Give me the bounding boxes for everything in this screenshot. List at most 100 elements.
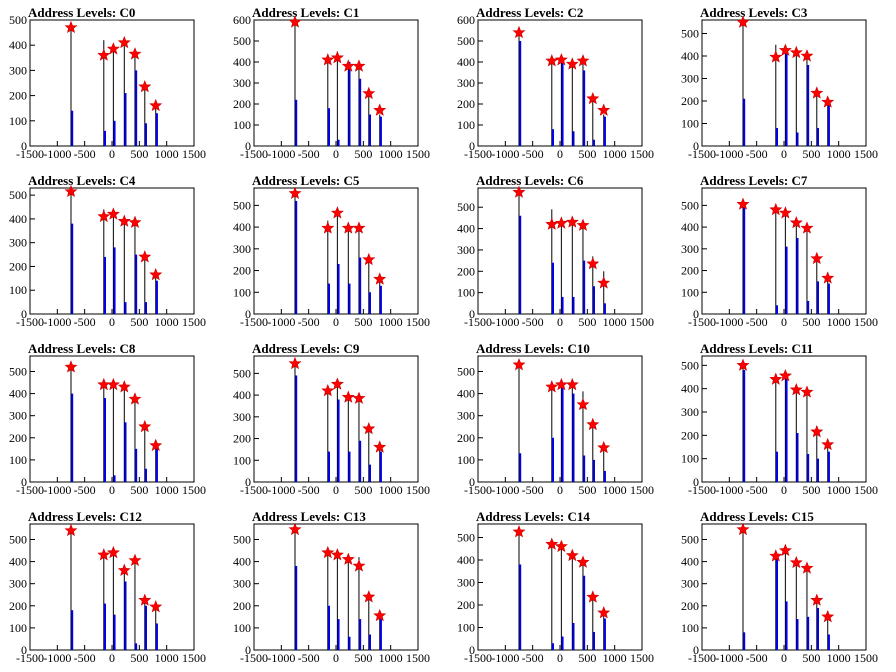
peak-star-marker — [586, 91, 600, 105]
peak-star-marker — [106, 377, 120, 391]
x-tick-label: 1500 — [630, 651, 654, 665]
x-tick-label: 1500 — [854, 483, 878, 497]
x-tick-label: -1000 — [43, 483, 71, 497]
plot-frame — [477, 523, 643, 651]
peak-star-marker — [321, 545, 335, 559]
y-tick-label: 500 — [457, 200, 475, 214]
x-tick-label: 1500 — [182, 147, 206, 161]
peak-star-marker — [565, 377, 579, 391]
peak-star-marker — [138, 419, 152, 433]
peak-star-marker — [789, 555, 803, 569]
x-tick-label: 500 — [578, 483, 596, 497]
y-tick-label: 100 — [457, 118, 475, 132]
x-tick-label: 0 — [109, 315, 115, 329]
peak-star-marker — [64, 184, 78, 198]
y-tick-label: 500 — [9, 188, 27, 202]
peak-star-marker — [576, 397, 590, 411]
x-tick-label: 1500 — [406, 147, 430, 161]
peak-star-marker — [321, 383, 335, 397]
x-tick-label: -500 — [298, 315, 320, 329]
peak-star-marker — [597, 606, 611, 619]
plot-frame — [29, 19, 195, 147]
y-tick-label: 200 — [681, 264, 699, 278]
y-tick-label: 300 — [457, 409, 475, 423]
peak-star-marker — [736, 522, 750, 536]
peak-star-marker — [597, 440, 611, 454]
peak-star-marker — [106, 42, 120, 55]
y-tick-label: 200 — [681, 94, 699, 108]
peak-star-marker — [138, 250, 152, 263]
peak-star-marker — [352, 59, 366, 72]
x-tick-label: -500 — [298, 483, 320, 497]
x-tick-label: -1000 — [267, 147, 295, 161]
peak-star-marker — [362, 252, 376, 266]
peak-star-marker — [810, 251, 824, 265]
peak-star-marker — [545, 54, 559, 67]
peak-star-marker — [769, 372, 783, 385]
peak-star-marker — [736, 197, 750, 210]
x-tick-label: -1500 — [464, 315, 492, 329]
x-tick-label: 500 — [578, 147, 596, 161]
chart-panel-5: 0 100 200 300 400 500 -1500 -1000 -500 0 500 1000 15… — [233, 186, 430, 329]
x-tick-label: -1500 — [464, 651, 492, 665]
x-tick-label: -500 — [746, 651, 768, 665]
x-tick-label: 500 — [578, 315, 596, 329]
x-tick-label: 1000 — [379, 315, 403, 329]
x-tick-label: 1500 — [406, 651, 430, 665]
y-tick-label: 100 — [457, 621, 475, 635]
y-tick-label: 100 — [681, 621, 699, 635]
chart-panel-7: 0 100 200 300 400 500 -1500 -1000 -500 0 500 1000 15… — [681, 187, 878, 329]
y-tick-label: 200 — [457, 97, 475, 111]
x-tick-label: -500 — [522, 483, 544, 497]
chart-title: Address Levels: C8 — [28, 341, 136, 356]
y-tick-label: 200 — [9, 599, 27, 613]
peak-star-marker — [128, 392, 142, 405]
chart-title: Address Levels: C9 — [252, 341, 360, 356]
peak-star-marker — [810, 424, 824, 438]
chart-panel-13: 0 100 200 300 400 500 -1500 -1000 -500 0 500 1000 15… — [233, 522, 430, 665]
peak-star-marker — [576, 54, 590, 67]
x-tick-label: -1000 — [43, 315, 71, 329]
y-tick-label: 100 — [681, 452, 699, 466]
x-tick-label: 1000 — [603, 651, 627, 665]
x-tick-label: 0 — [781, 483, 787, 497]
plot-frame — [253, 523, 419, 651]
plot-frame — [701, 187, 867, 315]
y-tick-label: 200 — [233, 599, 251, 613]
x-tick-label: 1000 — [379, 147, 403, 161]
x-tick-label: -1500 — [464, 147, 492, 161]
peak-star-marker — [64, 360, 78, 373]
x-tick-label: -1500 — [688, 315, 716, 329]
peak-star-marker — [769, 202, 783, 216]
peak-star-marker — [778, 368, 792, 382]
y-tick-label: 300 — [9, 236, 27, 250]
peak-star-marker — [554, 216, 568, 229]
y-tick-label: 300 — [9, 577, 27, 591]
x-tick-label: -500 — [74, 147, 96, 161]
peak-star-marker — [565, 215, 579, 228]
x-tick-label: 1000 — [827, 483, 851, 497]
y-tick-label: 0 — [21, 643, 27, 657]
chart-panel-8: 0 100 200 300 400 500 -1500 -1000 -500 0 500 1000 15… — [9, 355, 206, 497]
x-tick-label: 1500 — [630, 315, 654, 329]
x-tick-label: 1500 — [182, 651, 206, 665]
y-tick-label: 400 — [233, 220, 251, 234]
y-tick-label: 600 — [457, 13, 475, 27]
y-tick-label: 300 — [681, 577, 699, 591]
peak-star-marker — [138, 593, 152, 606]
x-tick-label: -500 — [746, 483, 768, 497]
peak-star-marker — [106, 207, 120, 220]
x-tick-label: 1000 — [827, 315, 851, 329]
y-tick-label: 200 — [9, 259, 27, 273]
peak-star-marker — [800, 385, 814, 398]
peak-star-marker — [545, 380, 559, 393]
y-tick-label: 0 — [245, 643, 251, 657]
y-tick-label: 400 — [457, 553, 475, 567]
x-tick-label: 0 — [557, 651, 563, 665]
peak-star-marker — [362, 421, 376, 435]
x-tick-label: -500 — [746, 315, 768, 329]
peak-star-marker — [512, 185, 526, 198]
x-tick-label: 0 — [557, 315, 563, 329]
y-tick-label: 0 — [693, 475, 699, 489]
chart-title: Address Levels: C15 — [700, 509, 814, 524]
